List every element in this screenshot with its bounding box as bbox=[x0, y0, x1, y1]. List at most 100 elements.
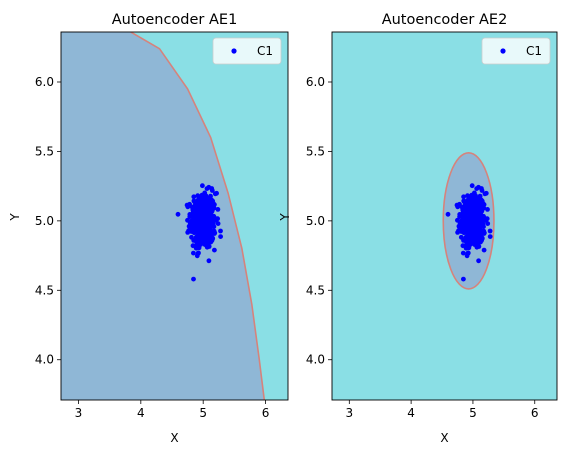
data-point bbox=[190, 207, 196, 213]
data-point bbox=[468, 234, 473, 240]
legend-marker bbox=[231, 48, 237, 54]
legend-entry: C1 bbox=[257, 44, 273, 58]
data-point bbox=[482, 230, 487, 236]
data-point bbox=[209, 188, 215, 193]
plot-area bbox=[332, 32, 557, 400]
data-point bbox=[460, 250, 466, 256]
data-point bbox=[204, 186, 210, 192]
data-point bbox=[461, 276, 466, 282]
x-tick-label: 6 bbox=[262, 406, 270, 420]
data-point bbox=[475, 212, 481, 217]
data-point bbox=[187, 221, 193, 227]
x-axis-label: X bbox=[440, 431, 448, 445]
data-point bbox=[190, 243, 196, 249]
plot-frame bbox=[60, 31, 289, 401]
data-point bbox=[466, 230, 472, 236]
data-point bbox=[214, 190, 220, 196]
data-point bbox=[198, 216, 204, 222]
x-tick-label: 3 bbox=[345, 406, 353, 420]
legend: C1 bbox=[212, 37, 282, 65]
legend: C1 bbox=[481, 37, 551, 65]
data-point bbox=[218, 228, 223, 234]
data-point bbox=[474, 186, 480, 192]
data-point bbox=[479, 215, 485, 221]
y-tick-label: 5.0 bbox=[35, 214, 54, 228]
data-point bbox=[473, 216, 479, 222]
data-point bbox=[457, 221, 463, 227]
data-point bbox=[191, 276, 196, 282]
data-point bbox=[206, 212, 211, 217]
data-point bbox=[466, 202, 472, 207]
data-point bbox=[468, 242, 473, 247]
data-point bbox=[203, 216, 209, 222]
data-point bbox=[476, 258, 481, 264]
x-axis-label: X bbox=[170, 431, 178, 445]
data-point bbox=[205, 222, 211, 227]
data-point bbox=[211, 205, 217, 211]
data-point bbox=[198, 242, 204, 247]
decision-boundary bbox=[130, 32, 266, 400]
plot-frame bbox=[331, 31, 558, 401]
data-point bbox=[186, 228, 192, 234]
legend-entry: C1 bbox=[526, 44, 542, 58]
data-point bbox=[201, 221, 206, 226]
y-tick-label: 5.5 bbox=[35, 144, 54, 158]
y-axis-label: Y bbox=[278, 213, 292, 222]
series-C1 bbox=[175, 183, 224, 282]
data-point bbox=[189, 234, 194, 240]
data-point bbox=[461, 198, 467, 204]
data-point bbox=[445, 211, 451, 217]
legend-box bbox=[212, 37, 282, 65]
data-point bbox=[462, 237, 468, 243]
data-point bbox=[206, 258, 212, 264]
data-point bbox=[197, 223, 203, 229]
data-point bbox=[470, 211, 476, 217]
chart-title: Autoencoder AE1 bbox=[112, 12, 238, 28]
y-axis: 4.0 4.5 5.0 5.5 6.0 bbox=[306, 75, 332, 367]
data-point bbox=[206, 244, 212, 249]
series-C1 bbox=[445, 183, 493, 282]
x-axis: 3 4 5 6 bbox=[75, 400, 270, 420]
data-point bbox=[481, 205, 487, 211]
data-point bbox=[479, 222, 484, 228]
x-tick-label: 4 bbox=[407, 406, 415, 420]
legend-marker bbox=[500, 48, 506, 54]
data-point bbox=[487, 228, 493, 234]
y-tick-label: 4.0 bbox=[35, 353, 54, 367]
x-tick-label: 4 bbox=[137, 406, 145, 420]
y-axis: 4.0 4.5 5.0 5.5 6.0 bbox=[35, 75, 61, 367]
x-tick-label: 3 bbox=[75, 406, 83, 420]
x-tick-label: 6 bbox=[531, 406, 539, 420]
data-point bbox=[191, 194, 197, 200]
y-tick-label: 4.5 bbox=[35, 283, 54, 297]
data-point bbox=[456, 228, 461, 234]
data-point bbox=[458, 234, 464, 240]
data-point bbox=[210, 215, 215, 221]
data-point bbox=[198, 234, 204, 240]
data-point bbox=[200, 183, 205, 189]
data-point bbox=[476, 244, 482, 249]
chart-ae2: Autoencoder AE2 X Y 3 4 5 6 4.0 4.5 5.0 5.5 6.0 C… bbox=[278, 12, 558, 445]
data-point bbox=[460, 243, 466, 249]
data-point bbox=[209, 222, 215, 228]
x-tick-label: 5 bbox=[199, 406, 207, 420]
data-point bbox=[472, 193, 477, 199]
data-point bbox=[175, 211, 181, 217]
data-point bbox=[487, 234, 493, 240]
chart-title: Autoencoder AE2 bbox=[382, 12, 508, 28]
data-point bbox=[196, 230, 202, 236]
data-point bbox=[212, 230, 218, 236]
data-point bbox=[218, 234, 224, 240]
plot-area bbox=[61, 32, 288, 400]
chart-ae1: Autoencoder AE1 X Y 3 4 5 6 4.0 4.5 5.0 5.5 6.0 C… bbox=[8, 12, 289, 445]
data-point bbox=[206, 238, 211, 244]
data-point bbox=[471, 230, 476, 235]
y-tick-label: 6.0 bbox=[35, 75, 54, 89]
data-point bbox=[469, 183, 475, 189]
legend-box bbox=[481, 37, 551, 65]
data-point bbox=[460, 207, 466, 213]
data-point bbox=[466, 196, 472, 201]
data-point bbox=[196, 196, 202, 201]
data-point bbox=[212, 247, 217, 253]
